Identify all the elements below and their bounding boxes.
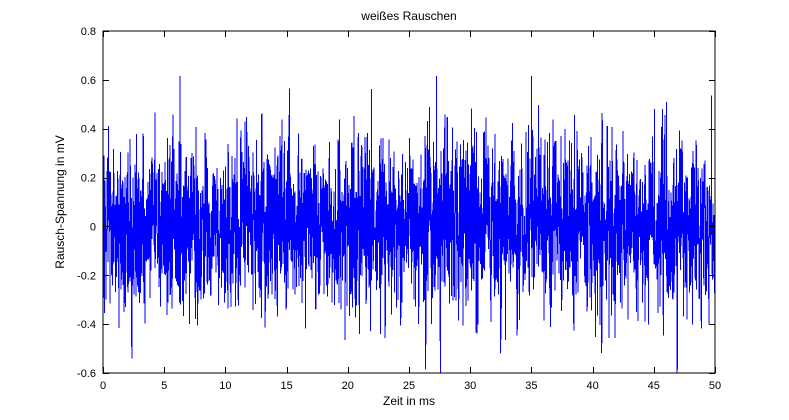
noise-series-layer: [102, 76, 716, 374]
x-tick-label: 45: [648, 380, 660, 392]
y-tick-label: -0.6: [77, 368, 96, 380]
y-tick-label: 0.8: [81, 26, 96, 38]
tick-label-layer: 0 5 10 15 20 25 30 35 40 45 50 -0.6 -0.4 -0.2 0 0.2 0.4 0…: [77, 26, 721, 392]
tick-layer: [103, 31, 716, 374]
noise-signal-line: [102, 76, 716, 374]
y-tick-label: -0.2: [77, 270, 96, 282]
y-tick-label: 0: [90, 221, 96, 233]
x-tick-label: 40: [586, 380, 598, 392]
x-tick-label: 0: [100, 380, 106, 392]
y-tick-label: 0.4: [81, 124, 96, 136]
x-tick-label: 10: [219, 380, 231, 392]
chart-title: weißes Rauschen: [360, 9, 456, 23]
y-tick-label: -0.4: [77, 319, 96, 331]
y-tick-label: 0.6: [81, 75, 96, 87]
x-tick-label: 30: [464, 380, 476, 392]
y-tick-label: 0.2: [81, 173, 96, 185]
x-tick-label: 35: [525, 380, 537, 392]
x-tick-label: 25: [403, 380, 415, 392]
x-axis-label: Zeit in ms: [383, 394, 435, 408]
x-tick-label: 20: [342, 380, 354, 392]
x-tick-label: 15: [280, 380, 292, 392]
x-tick-label: 5: [161, 380, 167, 392]
y-axis-label: Rausch-Spannung in mV: [53, 135, 67, 268]
x-tick-label: 50: [709, 380, 721, 392]
